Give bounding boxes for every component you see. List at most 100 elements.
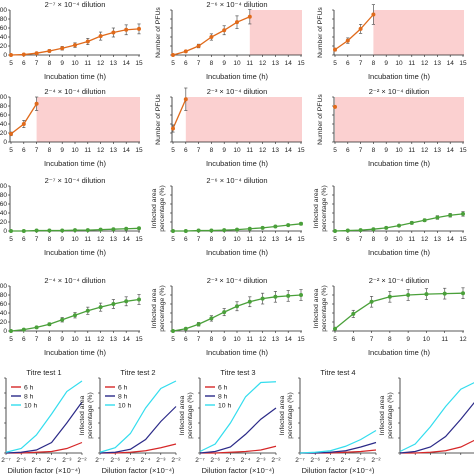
data-point [299,221,303,226]
x-tick-label: 6 [346,60,350,67]
data-point [387,294,392,299]
x-tick-label: 2⁻³ [156,457,166,464]
data-point [60,228,65,233]
chart-title: 2⁻² × 10⁻⁴ dilution [369,87,430,96]
x-tick-label: 15 [459,236,467,243]
y-axis-label: Infected area [151,288,158,328]
data-point [235,227,239,232]
data-point [461,211,465,216]
x-tick-label: 2⁻⁶ [210,457,220,464]
x-tick-label: 2⁻⁷ [295,457,305,464]
data-point [21,229,26,233]
x-tick-label: 13 [272,147,280,154]
x-tick-label: 8 [48,236,52,243]
legend-label: 10 h [24,402,37,409]
x-tick-label: 2⁻⁷ [95,457,105,464]
chart-panel: 2⁻⁷ 2⁻⁶ 2⁻⁵ 2⁻⁴ 2⁻³ 2⁻² Titre test 2 Dilution f… [79,368,181,474]
series-line [300,441,377,454]
y-tick-label: 40 [0,210,7,217]
data-point [397,223,401,228]
chart-panel: 0 20 40 60 80 100 5 6 7 8 9 10 11 12 13 14 15 2⁻⁷ × 10⁻⁴ … [0,0,143,81]
x-tick-label: 12 [259,236,267,243]
x-tick-label: 10 [233,147,241,154]
series-line [10,28,140,56]
x-tick-label: 5 [333,236,337,243]
data-point [85,308,90,313]
y-axis-label: percentage (%) [159,285,166,331]
data-point [137,297,141,302]
data-point [73,228,77,233]
data-point [47,48,52,53]
x-tick-label: 15 [297,336,305,343]
x-tick-label: 2⁻² [371,457,381,464]
x-tick-label: 12 [421,147,429,154]
y-axis-label: Infected area [151,188,158,228]
x-axis-label: Dilution factor (×10⁻⁴) [202,466,275,474]
data-point [34,101,39,106]
x-tick-label: 7 [359,147,363,154]
x-tick-label: 15 [135,236,143,243]
x-axis-label: Incubation time (h) [368,159,431,168]
y-tick-label: 80 [0,192,7,199]
legend-label: 8 h [118,393,128,400]
x-tick-label: 6 [184,60,188,67]
data-point [273,224,278,229]
x-tick-label: 12 [421,236,429,243]
x-tick-label: 12 [421,60,429,67]
chart-panel: 5 6 7 8 9 10 11 12 13 14 15 Incubation time (h) Infe… [313,185,467,257]
x-axis-label: Incubation time (h) [368,248,431,257]
data-point [442,291,447,296]
data-point [171,229,175,233]
y-axis-label: Number of PFUs [317,7,324,58]
series-line [299,429,377,454]
x-tick-label: 13 [272,60,280,67]
data-point [260,296,265,301]
x-tick-label: 9 [384,236,388,243]
x-axis-label: Incubation time (h) [44,72,107,81]
x-axis-label: Incubation time (h) [206,72,269,81]
data-point [73,43,77,48]
x-tick-label: 5 [171,60,175,67]
x-tick-label: 14 [123,336,131,343]
series-line [99,380,177,453]
x-tick-label: 2⁻⁴ [141,457,151,464]
y-tick-label: 60 [0,25,7,32]
data-point [73,313,77,318]
y-tick-label: 60 [0,112,7,119]
x-tick-label: 14 [447,236,455,243]
data-point [60,46,65,51]
data-point [371,12,376,17]
x-tick-label: 11 [246,147,253,154]
data-point [98,34,103,39]
x-tick-label: 11 [246,60,253,67]
x-tick-label: 8 [210,336,214,343]
data-point [196,44,201,48]
x-tick-label: 9 [222,60,226,67]
x-tick-label: 13 [272,236,280,243]
saturation-region [249,10,302,55]
x-tick-label: 14 [447,60,455,67]
x-tick-label: 15 [297,147,305,154]
x-tick-label: 14 [285,60,293,67]
x-tick-label: 8 [372,236,376,243]
legend-label: 10 h [218,402,231,409]
chart-panel: 5 6 7 8 9 10 11 12 13 14 15 2⁻⁶ × 10⁻⁴ dilution Incu… [155,0,305,81]
x-tick-label: 6 [22,336,26,343]
x-axis-label: Incubation time (h) [368,348,431,357]
legend-label: 6 h [118,384,128,391]
chart-title: 2⁻³ × 10⁻⁴ dilution [207,87,268,96]
data-point [345,38,350,43]
x-tick-label: 6 [22,147,26,154]
series-line [99,406,177,454]
data-point [235,20,239,25]
data-point [286,293,291,298]
x-tick-label: 2⁻⁷ [195,457,205,464]
data-point [286,223,291,228]
x-tick-label: 2⁻³ [256,457,266,464]
x-tick-label: 10 [233,60,241,67]
y-axis-label: Infected area [279,395,286,435]
x-tick-label: 5 [9,60,13,67]
data-point [209,228,214,233]
x-tick-label: 7 [370,336,374,343]
x-tick-label: 11 [246,336,253,343]
